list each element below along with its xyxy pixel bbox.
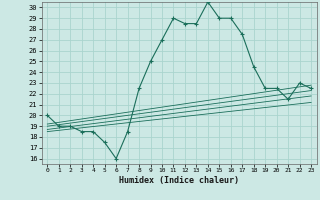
X-axis label: Humidex (Indice chaleur): Humidex (Indice chaleur): [119, 176, 239, 185]
